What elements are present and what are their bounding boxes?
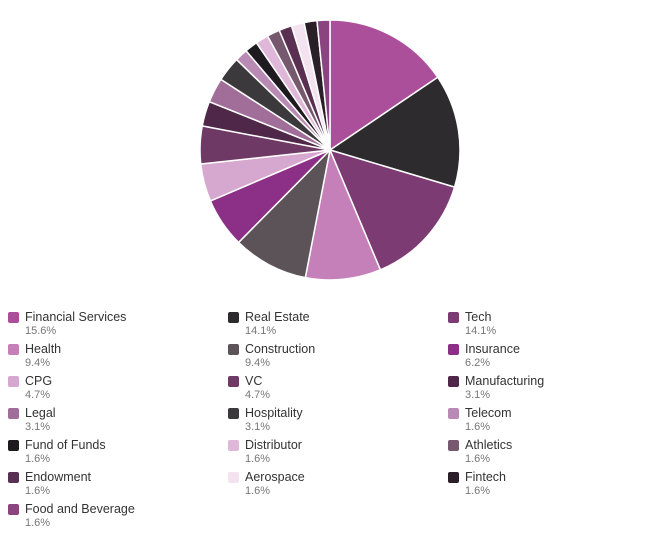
legend-label: Financial Services (25, 310, 127, 324)
legend-value: 4.7% (245, 389, 271, 401)
legend-swatch (448, 408, 459, 419)
legend-label: Insurance (465, 342, 520, 356)
legend-item[interactable]: Construction 9.4% (228, 342, 448, 374)
legend-item[interactable]: Tech 14.1% (448, 310, 658, 342)
legend-label: Fintech (465, 470, 506, 484)
legend-value: 9.4% (245, 357, 271, 369)
legend-item[interactable]: Endowment 1.6% (8, 470, 228, 502)
legend-label: VC (245, 374, 263, 388)
legend-label: Manufacturing (465, 374, 545, 388)
legend-swatch (228, 472, 239, 483)
legend-value: 3.1% (245, 421, 271, 433)
pie-plot (199, 19, 461, 281)
legend-item[interactable]: Aerospace 1.6% (228, 470, 448, 502)
legend-item[interactable]: CPG 4.7% (8, 374, 228, 406)
legend-value: 14.1% (465, 325, 497, 337)
legend-swatch (8, 440, 19, 451)
legend-value: 1.6% (245, 453, 271, 465)
legend-value: 3.1% (25, 421, 51, 433)
legend-swatch (8, 312, 19, 323)
pie-slice-4[interactable] (237, 149, 331, 279)
legend-label: Legal (25, 406, 56, 420)
legend-label: CPG (25, 374, 53, 388)
legend-value: 1.6% (465, 453, 491, 465)
legend-value: 4.7% (25, 389, 51, 401)
legend-swatch (228, 344, 239, 355)
legend-swatch (448, 440, 459, 451)
legend-item[interactable]: Fintech 1.6% (448, 470, 658, 502)
legend-swatch (448, 344, 459, 355)
legend-item[interactable]: Health 9.4% (8, 342, 228, 374)
legend-item[interactable]: Financial Services 15.6% (8, 310, 228, 342)
legend-value: 3.1% (465, 389, 491, 401)
legend-label: Endowment (25, 470, 92, 484)
legend-label: Real Estate (245, 310, 310, 324)
pie-slice-18[interactable] (316, 19, 331, 151)
legend-label: Athletics (465, 438, 513, 452)
legend-swatch (8, 472, 19, 483)
legend-item[interactable]: VC 4.7% (228, 374, 448, 406)
legend-item[interactable]: Distributor 1.6% (228, 438, 448, 470)
legend-swatch (8, 408, 19, 419)
legend-value: 1.6% (25, 485, 51, 497)
legend-swatch (228, 408, 239, 419)
legend-value: 1.6% (465, 485, 491, 497)
legend-value: 15.6% (25, 325, 57, 337)
legend-item[interactable]: Food and Beverage 1.6% (8, 502, 228, 534)
legend-swatch (228, 312, 239, 323)
legend-label: Food and Beverage (25, 502, 135, 516)
legend-label: Fund of Funds (25, 438, 106, 452)
legend-value: 6.2% (465, 357, 491, 369)
pie-slice-2[interactable] (329, 149, 456, 271)
legend-swatch (8, 344, 19, 355)
legend-value: 1.6% (465, 421, 491, 433)
legend-label: Aerospace (245, 470, 305, 484)
legend: Financial Services 15.6% Real Estate 14.1% T… (8, 310, 658, 534)
legend-swatch (228, 376, 239, 387)
legend-swatch (8, 504, 19, 515)
legend-value: 1.6% (245, 485, 271, 497)
legend-item[interactable]: Real Estate 14.1% (228, 310, 448, 342)
legend-value: 1.6% (25, 517, 51, 529)
legend-swatch (448, 472, 459, 483)
legend-label: Construction (245, 342, 316, 356)
legend-item[interactable]: Manufacturing 3.1% (448, 374, 658, 406)
legend-item[interactable]: Athletics 1.6% (448, 438, 658, 470)
legend-value: 9.4% (25, 357, 51, 369)
legend-label: Hospitality (245, 406, 303, 420)
legend-label: Tech (465, 310, 492, 324)
legend-label: Distributor (245, 438, 302, 452)
pie-slice-0[interactable] (329, 19, 439, 151)
legend-swatch (448, 312, 459, 323)
legend-item[interactable]: Legal 3.1% (8, 406, 228, 438)
legend-swatch (448, 376, 459, 387)
legend-value: 14.1% (245, 325, 277, 337)
legend-swatch (228, 440, 239, 451)
legend-item[interactable]: Insurance 6.2% (448, 342, 658, 374)
legend-item[interactable]: Hospitality 3.1% (228, 406, 448, 438)
legend-item[interactable]: Fund of Funds 1.6% (8, 438, 228, 470)
legend-label: Health (25, 342, 62, 356)
legend-item[interactable]: Telecom 1.6% (448, 406, 658, 438)
legend-value: 1.6% (25, 453, 51, 465)
legend-swatch (8, 376, 19, 387)
legend-label: Telecom (465, 406, 512, 420)
